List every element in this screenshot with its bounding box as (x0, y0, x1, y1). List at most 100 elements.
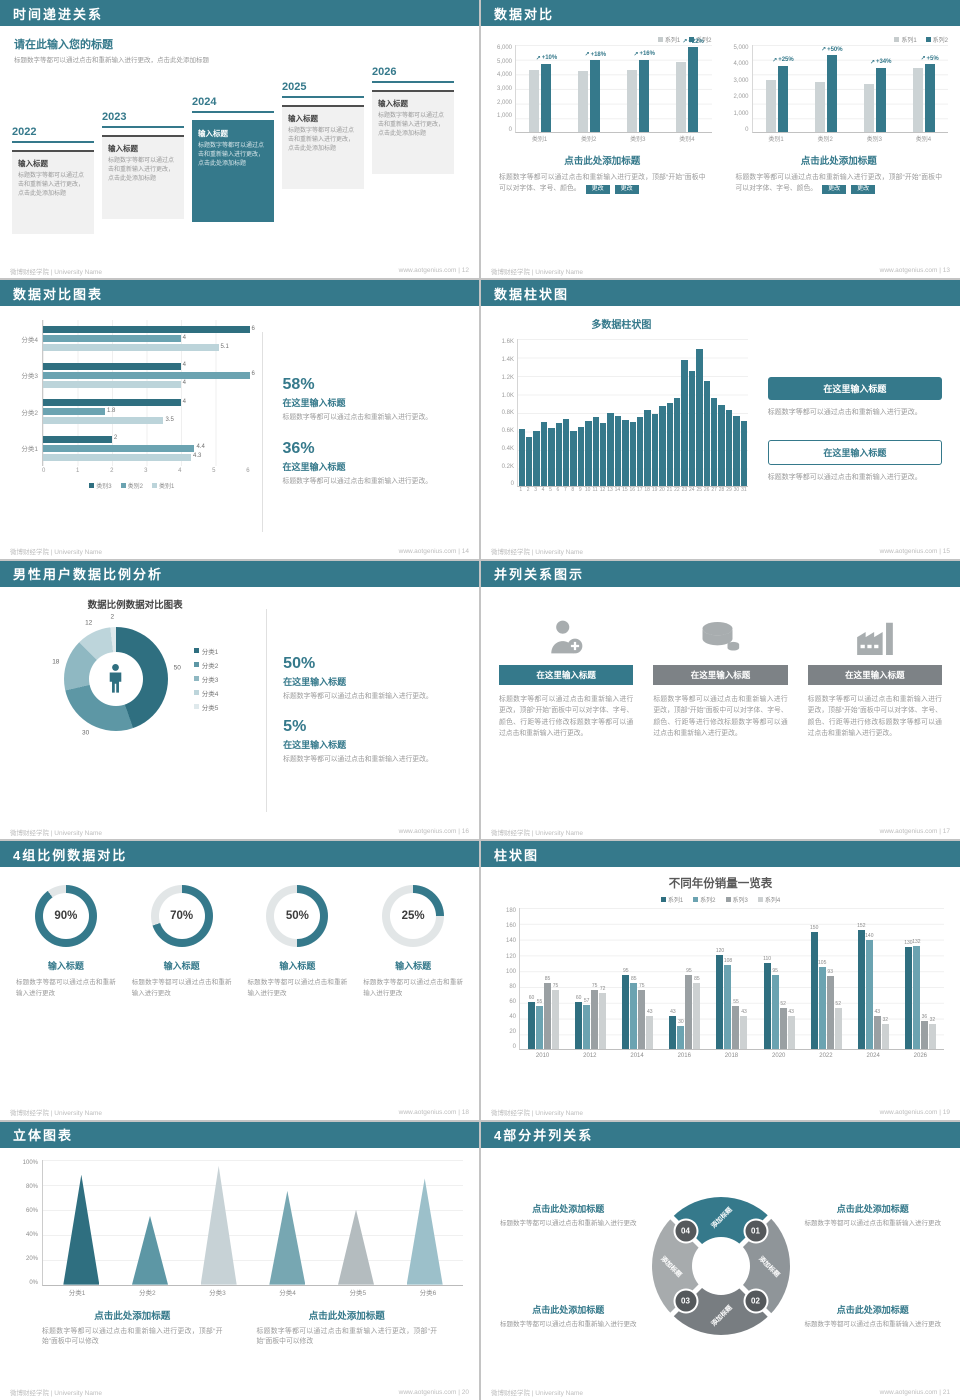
y-tick: 3,000 (496, 85, 512, 92)
slide-16[interactable]: 男性用户数据比例分析 数据比例数据对比图表 50 30 18 12 2 分类1 分类2 分类… (0, 560, 479, 840)
slide-18[interactable]: 4组比例数据对比 90% 输入标题 标题数字等都可以通过点击和重新输入进行更改 … (0, 841, 479, 1120)
footer-org: 微博财经学院 | University Name (491, 1390, 583, 1398)
caption-text-span: 标题数字等都可以通过点击和重新输入进行更改，顶部“开始”面板中可以对字体、字号、… (735, 174, 943, 193)
block-title-pill: 在这里输入标题 (767, 376, 942, 400)
legend-swatch (193, 690, 199, 696)
arrow-icon: ↗ (633, 51, 639, 58)
bar-series2: ↗ +18% (585, 52, 606, 132)
bar-wrap: 85 (630, 908, 638, 1050)
ring-percent: 70% (158, 893, 205, 940)
male-person-icon (109, 663, 122, 693)
block-title-pill: 在这里输入标题 (767, 440, 942, 466)
slide-18-title-bar: 4组比例数据对比 (0, 841, 479, 868)
x-tick: 2 (526, 487, 530, 494)
legend-swatch (725, 897, 731, 903)
x-tick: 5 (212, 468, 216, 475)
item-title: 输入标题 (395, 961, 432, 972)
slide-12[interactable]: 时间递进关系 请在此输入您的标题 标题数字等都可以通过点击和重新输入进行更改，点… (0, 0, 479, 279)
stat-block: 36% 在这里输入标题 标题数字等都可以通过点击和重新输入进行更改。 (283, 440, 457, 488)
item-text: 标题数字等都可以通过点击和重新输入进行更改 (131, 979, 232, 997)
value-label: 132 (912, 938, 921, 945)
legend-swatch (193, 648, 199, 654)
bar-series4 (693, 982, 701, 1050)
x-axis-labels: 1 2 3 4 5 6 7 8 9 10 11 12 13 14 15 16 17 18 19 20 21 22 23 24 2… (495, 487, 748, 496)
slide-12-body: 请在此输入您的标题 标题数字等都可以通过点击和重新输入进行更改，点击此处添加标题… (0, 26, 479, 263)
slide-13[interactable]: 数据对比 系列1 系列2 6,000 5,000 4,000 3,000 2,000 1,00… (481, 0, 960, 279)
value-label: 43 (741, 1008, 747, 1015)
x-tick: 2020 (772, 1052, 786, 1059)
value-label: 105 (818, 959, 827, 966)
bar-series1 (810, 931, 818, 1050)
timeline-year: 2022 (12, 126, 94, 143)
block-text: 标题数字等都可以通过点击和重新输入进行更改 (500, 1220, 637, 1228)
y-tick: 0.2K (501, 463, 514, 470)
bar (622, 420, 629, 487)
bar-series3 (591, 990, 599, 1050)
value-label: 75 (638, 983, 645, 990)
y-tick: 120 (505, 953, 516, 960)
cone-bar (200, 1165, 237, 1285)
intro-heading: 请在此输入您的标题 (14, 39, 113, 51)
slide-14[interactable]: 数据对比图表 分类4 分类3 分类2 分类1 6 4 5.1 4 6 4 4 1.8 3.5 2 4.4 4.… (0, 280, 479, 559)
x-tick: 25 (696, 487, 702, 494)
bar-wrap: 75 (552, 908, 560, 1050)
card-text: 标题数字等都可以通过点击和重新输入进行更改，点击此处添加标题 (198, 143, 265, 167)
bar (533, 431, 540, 487)
y-axis-labels: 100% 80% 60% 40% 20% 0% (16, 1160, 42, 1286)
x-tick: 15 (622, 487, 628, 494)
caption-block: 点击此处添加标题 标题数字等都可以通过点击和重新输入进行更改，顶部“开始”面板中… (493, 153, 712, 195)
bar (570, 431, 577, 487)
chart-title: 不同年份销量一览表 (668, 878, 773, 891)
category-label: 分类2 (21, 409, 38, 417)
x-tick: 0 (42, 468, 46, 475)
progress-ring: 25% (382, 885, 445, 948)
legend-label: 系列2 (932, 38, 948, 44)
x-tick: 20 (659, 487, 665, 494)
slide-20[interactable]: 立体图表 100% 80% 60% 40% 20% 0% 分类1 分类2 分类3 分类4 分类5 分… (0, 1121, 479, 1400)
cone-plot (42, 1159, 463, 1286)
arrow-icon: ↗ (821, 47, 827, 54)
arrow-icon: ↗ (584, 52, 590, 59)
slide-16-body: 数据比例数据对比图表 50 30 18 12 2 分类1 分类2 分类3 分类4 分类5 50%… (0, 587, 479, 824)
bar (607, 412, 614, 487)
y-tick: 1.4K (501, 357, 514, 364)
segment-value: 12 (85, 619, 93, 627)
legend-label: 类别1 (158, 484, 175, 491)
bar-wrap: 105 (818, 908, 827, 1050)
caption-text: 标题数字等都可以通过点击和重新输入进行更改，顶部“开始”面板中可以修改 (256, 1327, 438, 1346)
x-tick: 2026 (913, 1052, 928, 1059)
bar (725, 410, 733, 487)
value-label: 152 (857, 923, 866, 930)
cone-wrap (47, 1160, 116, 1285)
block-text: 标题数字等都可以通过点击和重新输入进行更改 (804, 1220, 942, 1228)
x-tick: 分类3 (209, 1289, 226, 1297)
value-label: 6 (251, 325, 255, 332)
caption-title: 点击此处添加标题 (94, 1310, 171, 1322)
donut-legend: 分类1 分类2 分类3 分类4 分类5 (193, 646, 218, 712)
legend-label: 类别3 (96, 484, 112, 491)
slide-15[interactable]: 数据柱状图 多数据柱状图 1.6K 1.4K 1.2K 1.0K 0.8K 0.6K 0.4… (481, 280, 960, 559)
bar-wrap: 43 (873, 908, 881, 1050)
bar-series4 (787, 1015, 795, 1050)
y-tick: 60 (509, 998, 516, 1005)
item-text: 标题数字等都可以通过点击和重新输入进行更改，顶部“开始”面板中可以对字体、字号、… (807, 695, 942, 738)
legend-swatch (689, 37, 695, 42)
x-tick: 类别3 (630, 137, 646, 143)
cone-bar (132, 1215, 168, 1285)
x-tick: 30 (733, 487, 740, 494)
chart-row: 6,000 5,000 4,000 3,000 2,000 1,000 0 ↗ +10% ↗ +18… (493, 39, 712, 133)
slide-21[interactable]: 4部分并列关系 点击此处添加标题 标题数字等都可以通过点击和重新输入进行更改 点… (481, 1121, 960, 1400)
block-text: 标题数字等都可以通过点击和重新输入进行更改 (804, 1320, 942, 1328)
progress-ring: 70% (150, 885, 213, 948)
timeline-year: 2025 (282, 81, 364, 98)
value-label: 55 (536, 999, 543, 1006)
x-tick: 8 (571, 487, 575, 494)
slide-17[interactable]: 并列关系图示 在这里输入标题 标题数字等都可以通过点击和重新输入进行更改，顶部“… (481, 560, 960, 840)
ring-percent: 90% (42, 893, 89, 940)
bar-wrap: 52 (834, 908, 842, 1050)
x-tick: 1 (519, 487, 523, 494)
four-part-ring: 添加标题 添加标题 添加标题 添加标题 01 02 03 04 (651, 1197, 790, 1336)
slide-19[interactable]: 柱状图 不同年份销量一览表 系列1 系列2 系列3 系列4 180 160 140 120 1… (481, 841, 960, 1120)
percent-label: ↗ +5% (920, 55, 939, 63)
x-tick: 19 (651, 487, 658, 494)
